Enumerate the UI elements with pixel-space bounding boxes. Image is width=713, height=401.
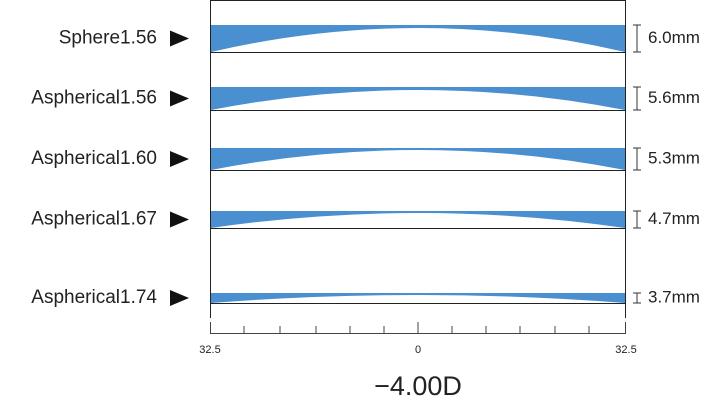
lens-shape [211, 211, 625, 228]
lens-label: Sphere1.56 [59, 28, 157, 49]
thickness-bracket [633, 210, 641, 229]
thickness-label: 3.7mm [648, 287, 700, 306]
thickness-bracket [633, 86, 641, 111]
thickness-label: 5.6mm [648, 88, 700, 107]
lens-label: Aspherical1.60 [31, 148, 157, 169]
axis [210, 322, 626, 334]
title: −4.00D [374, 371, 462, 401]
thickness-label: 6.0mm [648, 28, 700, 47]
lens-shape [211, 87, 625, 110]
arrow [170, 30, 189, 47]
lens-row: Aspherical1.60 5.3mm [31, 147, 700, 171]
lens-row: Aspherical1.74 3.7mm [31, 287, 700, 308]
axis-tick-label: 0 [415, 344, 421, 356]
lens-shape [211, 25, 625, 52]
thickness-bracket [633, 147, 641, 171]
lens-shape [211, 293, 625, 303]
axis-tick-label: 32.5 [199, 344, 220, 356]
lens-label: Aspherical1.56 [31, 88, 157, 109]
lens-label: Aspherical1.74 [31, 287, 157, 308]
thickness-label: 5.3mm [648, 148, 700, 167]
arrow [170, 290, 189, 306]
arrow [170, 211, 189, 228]
lens-row: Aspherical1.67 4.7mm [31, 209, 700, 230]
thickness-bracket [633, 292, 641, 304]
lens-label: Aspherical1.67 [31, 209, 157, 230]
arrow [170, 90, 189, 107]
thickness-label: 4.7mm [648, 209, 700, 228]
lens-shape [211, 148, 625, 170]
axis-tick-label: 32.5 [615, 344, 636, 356]
thickness-bracket [633, 24, 641, 53]
lens-row: Aspherical1.56 5.6mm [31, 86, 700, 111]
arrow [170, 151, 189, 167]
lens-row: Sphere1.56 6.0mm [59, 24, 700, 53]
